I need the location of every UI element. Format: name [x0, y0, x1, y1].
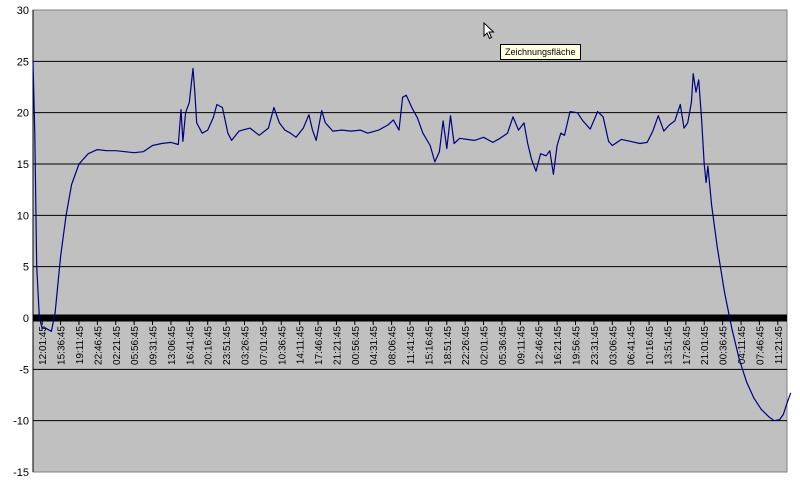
y-tick-label: 20: [17, 108, 29, 120]
x-tick-label: 11:41:45: [406, 326, 417, 365]
x-tick-label: 09:31:45: [149, 326, 160, 365]
x-tick-label: 16:41:45: [185, 326, 196, 365]
y-tick-label: -15: [13, 467, 29, 479]
x-tick-label: 11:21:45: [774, 326, 785, 365]
x-tick-label: 19:56:45: [572, 326, 583, 365]
x-tick-label: 17:26:45: [682, 326, 693, 365]
y-tick-label: 15: [17, 159, 29, 171]
x-tick-label: 07:46:45: [755, 326, 766, 365]
x-tick-label: 16:21:45: [553, 326, 564, 365]
x-tick-label: 00:36:45: [719, 326, 730, 365]
x-tick-label: 21:01:45: [700, 326, 711, 365]
x-tick-label: 08:06:45: [388, 326, 399, 365]
x-tick-label: 00:56:45: [351, 326, 362, 365]
x-tick-label: 10:36:45: [277, 326, 288, 365]
plot-area-tooltip: Zeichnungsfläche: [500, 44, 581, 60]
x-tick-label: 23:31:45: [590, 326, 601, 365]
plot-area: [32, 9, 788, 473]
x-tick-label: 03:26:45: [240, 326, 251, 365]
x-tick-label: 14:11:45: [296, 326, 307, 365]
x-tick-label: 03:06:45: [608, 326, 619, 365]
y-tick-label: 0: [23, 313, 29, 325]
x-tick-label: 12:46:45: [535, 326, 546, 365]
x-tick-label: 23:51:45: [222, 326, 233, 365]
x-tick-label: 12:01:45: [38, 326, 49, 365]
x-tick-label: 02:01:45: [480, 326, 491, 365]
mouse-pointer-icon: [483, 22, 495, 40]
x-tick-label: 09:11:45: [516, 326, 527, 365]
x-tick-label: 13:06:45: [167, 326, 178, 365]
x-tick-label: 05:36:45: [498, 326, 509, 365]
x-tick-label: 22:46:45: [93, 326, 104, 365]
x-tick-label: 20:16:45: [204, 326, 215, 365]
y-tick-label: 25: [17, 56, 29, 68]
x-tick-label: 10:16:45: [645, 326, 656, 365]
x-tick-label: 06:41:45: [627, 326, 638, 365]
y-tick-label: 30: [17, 5, 29, 17]
x-tick-label: 05:56:45: [130, 326, 141, 365]
y-tick-label: 5: [23, 262, 29, 274]
y-tick-label: -10: [13, 416, 29, 428]
x-tick-label: 21:21:45: [332, 326, 343, 365]
y-tick-label: 10: [17, 210, 29, 222]
x-tick-label: 04:31:45: [369, 326, 380, 365]
x-tick-label: 17:46:45: [314, 326, 325, 365]
y-tick-label: -5: [19, 364, 29, 376]
x-tick-label: 18:51:45: [443, 326, 454, 365]
x-tick-label: 04:11:45: [737, 326, 748, 365]
series-line-0: [32, 61, 792, 422]
x-tick-label: 02:21:45: [112, 326, 123, 365]
x-tick-label: 13:51:45: [663, 326, 674, 365]
x-tick-label: 15:16:45: [424, 326, 435, 365]
x-tick-label: 22:26:45: [461, 326, 472, 365]
x-tick-label: 19:11:45: [75, 326, 86, 365]
x-tick-label: 07:01:45: [259, 326, 270, 365]
x-tick-label: 15:36:45: [57, 326, 68, 365]
